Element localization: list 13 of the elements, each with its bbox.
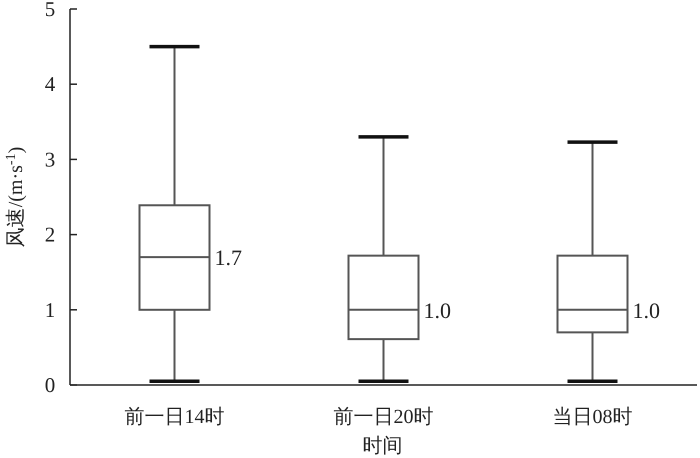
y-tick-label: 5 <box>44 0 56 21</box>
x-tick-label: 当日08时 <box>552 406 632 428</box>
text: 1.7 <box>214 245 242 270</box>
x-axis-title: 时间 <box>362 435 402 457</box>
y-tick-label: 3 <box>44 147 56 172</box>
x-tick-label: 前一日20时 <box>334 406 434 428</box>
y-tick-label: 1 <box>44 298 56 322</box>
y-tick-label: 2 <box>44 222 56 247</box>
y-tick-label: 0 <box>44 373 56 397</box>
y-tick-label: 4 <box>44 72 56 96</box>
x-tick-label: 前一日14时 <box>124 406 224 428</box>
text: 1.0 <box>632 298 660 323</box>
text: 1.0 <box>424 298 451 323</box>
